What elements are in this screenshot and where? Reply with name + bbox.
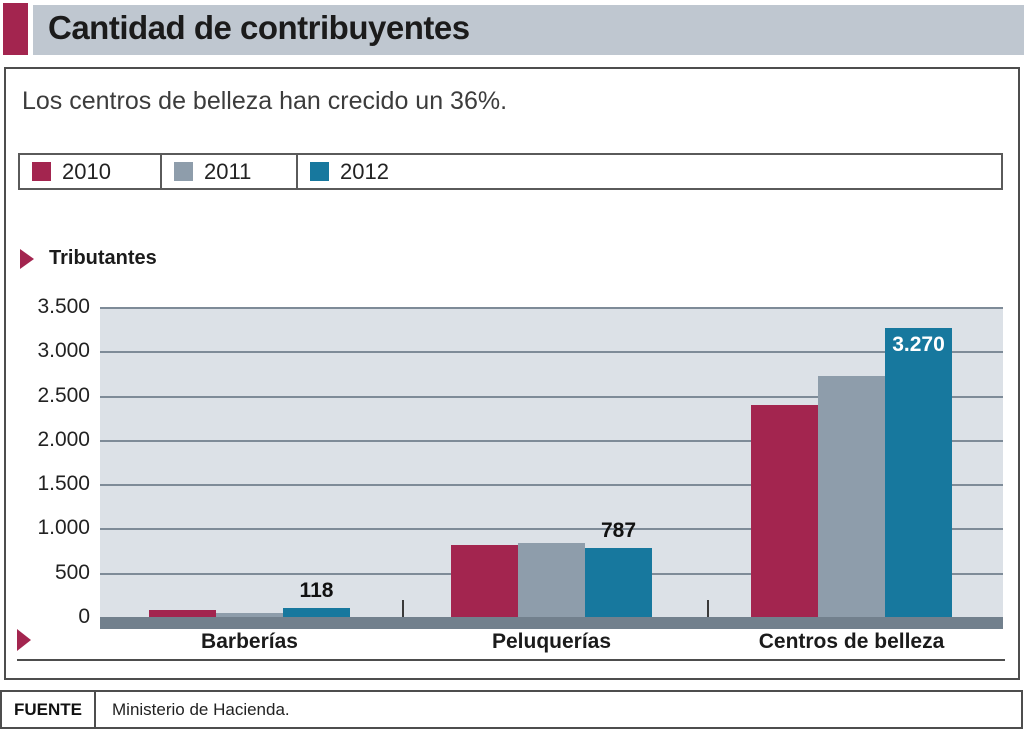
header-accent-block bbox=[3, 3, 28, 55]
page-title: Cantidad de contribuyentes bbox=[48, 9, 470, 46]
source-value: Ministerio de Hacienda. bbox=[112, 699, 290, 719]
source-footer: FUENTE Ministerio de Hacienda. bbox=[0, 690, 1023, 729]
x-axis-band bbox=[100, 617, 1003, 629]
header-bar: Cantidad de contribuyentes bbox=[33, 5, 1024, 55]
legend-item-2012: 2012 bbox=[298, 155, 1001, 188]
bar-value-label: 787 bbox=[600, 519, 637, 543]
source-label: FUENTE bbox=[2, 692, 96, 727]
bar-2011-barberías bbox=[216, 612, 283, 618]
gridline bbox=[100, 484, 1003, 487]
bar-2011-peluquerías bbox=[518, 543, 585, 618]
y-axis-title: Tributantes bbox=[49, 247, 157, 269]
bar-2011-centros-de-belleza bbox=[818, 376, 885, 618]
bar-2012-barberías bbox=[283, 607, 350, 618]
bar-2010-barberías bbox=[149, 609, 216, 618]
gridline bbox=[100, 307, 1003, 309]
legend-swatch-2011 bbox=[174, 162, 193, 181]
category-label-peluquerías: Peluquerías bbox=[491, 630, 612, 653]
bar-value-label: 3.270 bbox=[892, 333, 945, 357]
axis-title-row: Tributantes bbox=[20, 247, 157, 270]
legend-swatch-2012 bbox=[310, 162, 329, 181]
legend-label: 2010 bbox=[62, 158, 111, 184]
bar-2012-peluquerías bbox=[585, 548, 652, 618]
gridline bbox=[100, 351, 1003, 354]
plot-area: 118 787 3.270 bbox=[100, 307, 1003, 629]
legend-item-2011: 2011 bbox=[162, 155, 298, 188]
x-axis-category-labels: Barberías Peluquerías Centros de belleza bbox=[100, 630, 1003, 658]
bullet-triangle-icon bbox=[20, 248, 34, 269]
y-tick-label: 500 bbox=[54, 560, 90, 584]
y-tick-label: 2.500 bbox=[37, 383, 90, 407]
bar-2012-centros-de-belleza bbox=[885, 328, 952, 618]
gridline bbox=[100, 439, 1003, 442]
y-tick-label: 1.500 bbox=[37, 472, 90, 496]
chart-legend: 2010 2011 2012 bbox=[18, 153, 1003, 190]
x-axis-tick bbox=[707, 600, 709, 617]
category-label-barberías: Barberías bbox=[201, 630, 298, 653]
legend-swatch-2010 bbox=[32, 162, 51, 181]
legend-label: 2012 bbox=[340, 158, 389, 184]
x-axis-tick bbox=[402, 600, 404, 617]
category-label-centros-de-belleza: Centros de belleza bbox=[758, 630, 945, 653]
y-tick-label: 3.500 bbox=[37, 295, 90, 318]
gridline bbox=[100, 528, 1003, 531]
gridline bbox=[100, 395, 1003, 398]
y-tick-label: 0 bbox=[78, 605, 90, 628]
chart-panel: Los centros de belleza han crecido un 36… bbox=[4, 67, 1020, 680]
bottom-rule bbox=[17, 659, 1005, 661]
y-tick-label: 3.000 bbox=[37, 339, 90, 363]
y-tick-label: 1.000 bbox=[37, 516, 90, 540]
legend-label: 2011 bbox=[204, 158, 252, 184]
bar-2010-peluquerías bbox=[451, 544, 518, 618]
legend-item-2010: 2010 bbox=[20, 155, 162, 188]
bar-2010-centros-de-belleza bbox=[751, 405, 818, 618]
y-tick-label: 2.000 bbox=[37, 427, 90, 451]
chart-subtitle: Los centros de belleza han crecido un 36… bbox=[22, 87, 508, 115]
bullet-triangle-icon bbox=[17, 629, 31, 651]
bar-value-label: 118 bbox=[299, 578, 334, 602]
